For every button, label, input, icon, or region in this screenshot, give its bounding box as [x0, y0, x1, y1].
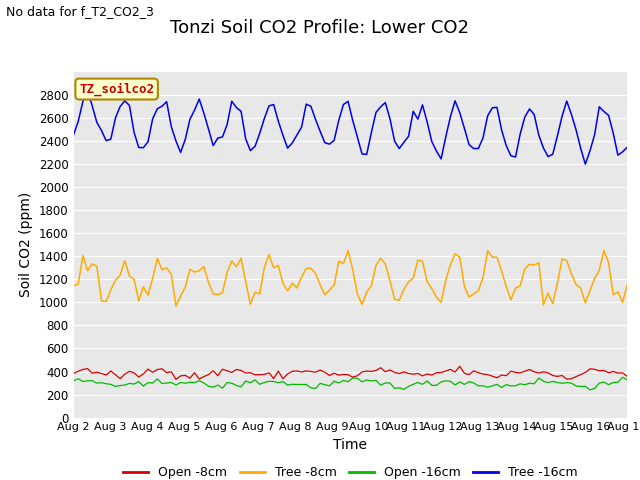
Y-axis label: Soil CO2 (ppm): Soil CO2 (ppm)	[19, 192, 33, 298]
Text: No data for f_T2_CO2_3: No data for f_T2_CO2_3	[6, 5, 154, 18]
Text: TZ_soilco2: TZ_soilco2	[79, 83, 154, 96]
Legend: Open -8cm, Tree -8cm, Open -16cm, Tree -16cm: Open -8cm, Tree -8cm, Open -16cm, Tree -…	[118, 461, 583, 480]
Text: Tonzi Soil CO2 Profile: Lower CO2: Tonzi Soil CO2 Profile: Lower CO2	[170, 19, 470, 37]
X-axis label: Time: Time	[333, 438, 367, 452]
